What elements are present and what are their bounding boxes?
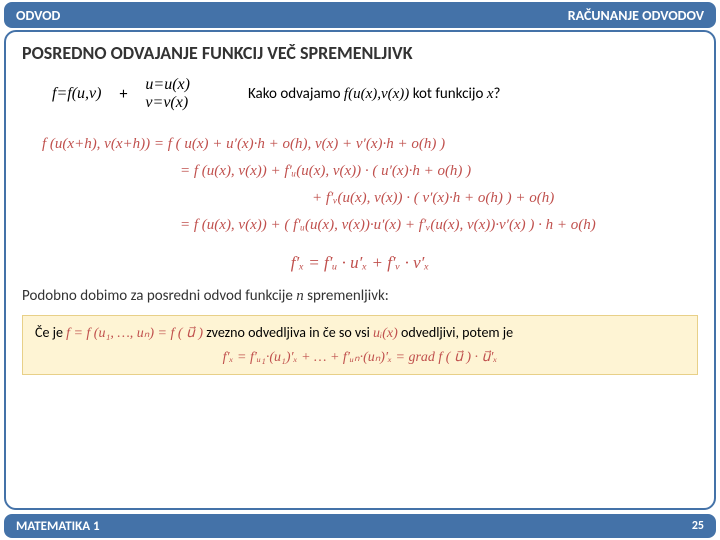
- para-t1: Podobno dobimo za posredni odvod funkcij…: [22, 287, 296, 305]
- math-line-2: = f (u(x), v(x)) + f′ᵤ(u(x), v(x)) · ( u…: [42, 158, 698, 185]
- theorem-box: Če je f = f (u₁, …, uₙ) = f ( u⃗ ) zvezn…: [22, 315, 698, 375]
- func-def: f=f(u,v): [52, 85, 101, 103]
- subst-stack: u=u(x) v=v(x): [145, 76, 190, 113]
- u-def: u=u(x): [145, 76, 190, 94]
- slide: ODVOD RAČUNANJE ODVODOV POSREDNO ODVAJAN…: [0, 0, 720, 540]
- q-func: f(u(x),v(x)): [344, 86, 409, 102]
- footer-left: MATEMATIKA 1: [16, 519, 692, 534]
- box-b: f′ₓ = f′ᵤ₁·(u₁)′ₓ + … + f′ᵤₙ·(uₙ)′ₓ = gr…: [223, 350, 498, 365]
- math-line-1: f (u(x+h), v(x+h)) = f ( u(x) + u′(x)·h …: [42, 131, 698, 158]
- question-text: Kako odvajamo f(u(x),v(x)) kot funkcijo …: [248, 85, 500, 103]
- content-frame: POSREDNO ODVAJANJE FUNKCIJ VEČ SPREMENLJ…: [4, 30, 716, 510]
- footer-bar: MATEMATIKA 1 25: [4, 514, 716, 538]
- para-t2: spremenljivk:: [304, 287, 389, 305]
- q-part3: kot funkcijo: [409, 85, 487, 103]
- box-a3: zvezno odvedljiva in če so vsi: [203, 324, 373, 341]
- box-a4: uᵢ(x): [373, 326, 398, 341]
- plus-sign: +: [119, 85, 127, 104]
- v-def: v=v(x): [145, 94, 190, 112]
- header-left: ODVOD: [16, 7, 568, 24]
- chain-rule-formula: f′ₓ = f′ᵤ · u′ₓ + f′ᵥ · v′ₓ: [22, 253, 698, 273]
- box-a5: odvedljivi, potem je: [398, 324, 513, 341]
- theorem-line2: f′ₓ = f′ᵤ₁·(u₁)′ₓ + … + f′ᵤₙ·(uₙ)′ₓ = gr…: [35, 348, 685, 366]
- q-part1: Kako odvajamo: [248, 85, 344, 103]
- section-title: POSREDNO ODVAJANJE FUNKCIJ VEČ SPREMENLJ…: [22, 42, 698, 64]
- header-bar: ODVOD RAČUNANJE ODVODOV: [4, 2, 716, 28]
- page-number: 25: [692, 519, 704, 533]
- para-n: n: [296, 288, 304, 304]
- q-part5: ?: [493, 85, 500, 103]
- box-a1: Če je: [35, 324, 66, 341]
- header-right: RAČUNANJE ODVODOV: [568, 7, 704, 24]
- derivation-block: f (u(x+h), v(x+h)) = f ( u(x) + u′(x)·h …: [42, 131, 698, 239]
- definition-row: f=f(u,v) + u=u(x) v=v(x) Kako odvajamo f…: [52, 76, 698, 113]
- theorem-line1: Če je f = f (u₁, …, uₙ) = f ( u⃗ ) zvezn…: [35, 324, 685, 342]
- box-a2: f = f (u₁, …, uₙ) = f ( u⃗ ): [66, 326, 203, 341]
- math-line-3: + f′ᵥ(u(x), v(x)) · ( v′(x)·h + o(h) ) +…: [42, 185, 698, 212]
- n-vars-paragraph: Podobno dobimo za posredni odvod funkcij…: [22, 287, 698, 305]
- math-line-4: = f (u(x), v(x)) + ( f′ᵤ(u(x), v(x))·u′(…: [42, 212, 698, 239]
